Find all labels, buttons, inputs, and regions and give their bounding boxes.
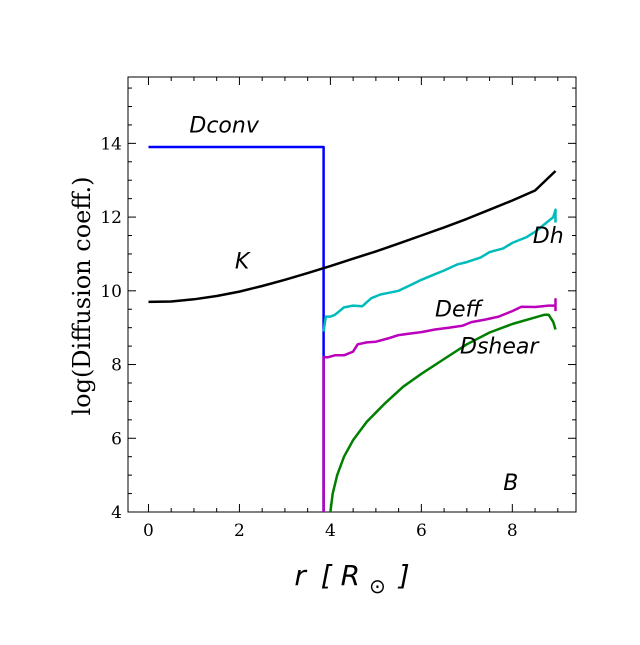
series-line-dshear [329, 313, 557, 513]
x-tick-label: 2 [234, 521, 245, 541]
x-tick-label: 8 [507, 521, 518, 541]
x-tick-label: 0 [143, 521, 154, 541]
series-line-k [148, 170, 557, 304]
series-label-k: K [235, 250, 251, 275]
series-label-dh: Dh [533, 224, 564, 249]
y-tick-label: 8 [111, 356, 122, 376]
y-tick-label: 4 [111, 503, 122, 523]
x-tick-label: 4 [325, 521, 336, 541]
x-axis-label-unit: R [341, 559, 360, 592]
x-axis-label-open: [ [321, 559, 333, 592]
x-axis-label-var: r [294, 559, 307, 592]
x-axis-label: r [ R ⊙ ] [294, 559, 409, 600]
series-label-dshear: Dshear [460, 334, 540, 359]
annotation-label: B [503, 471, 518, 496]
labels-layer: Dconv K Dh Deff Dshear B [189, 113, 563, 496]
y-axis-label: log(Diffusion coeff.) [68, 176, 96, 415]
series-line-dh [322, 208, 557, 332]
series-label-dconv: Dconv [189, 113, 259, 138]
curves-layer [148, 145, 557, 513]
x-axis-label-sub: ⊙ [369, 574, 386, 598]
y-tick-label: 6 [111, 429, 122, 449]
plot-frame [127, 76, 577, 513]
series-label-deff: Deff [435, 298, 483, 323]
series-line-dconv [148, 145, 325, 512]
y-tick-label: 12 [100, 208, 122, 228]
x-axis-label-close: ] [397, 559, 410, 592]
y-tick-label: 14 [100, 134, 122, 154]
x-tick-label: 6 [416, 521, 427, 541]
series-line-deff [322, 298, 557, 512]
y-tick-label: 10 [100, 282, 122, 302]
ticks-layer: 0 2 4 6 8 4 6 8 10 12 14 [100, 77, 576, 541]
